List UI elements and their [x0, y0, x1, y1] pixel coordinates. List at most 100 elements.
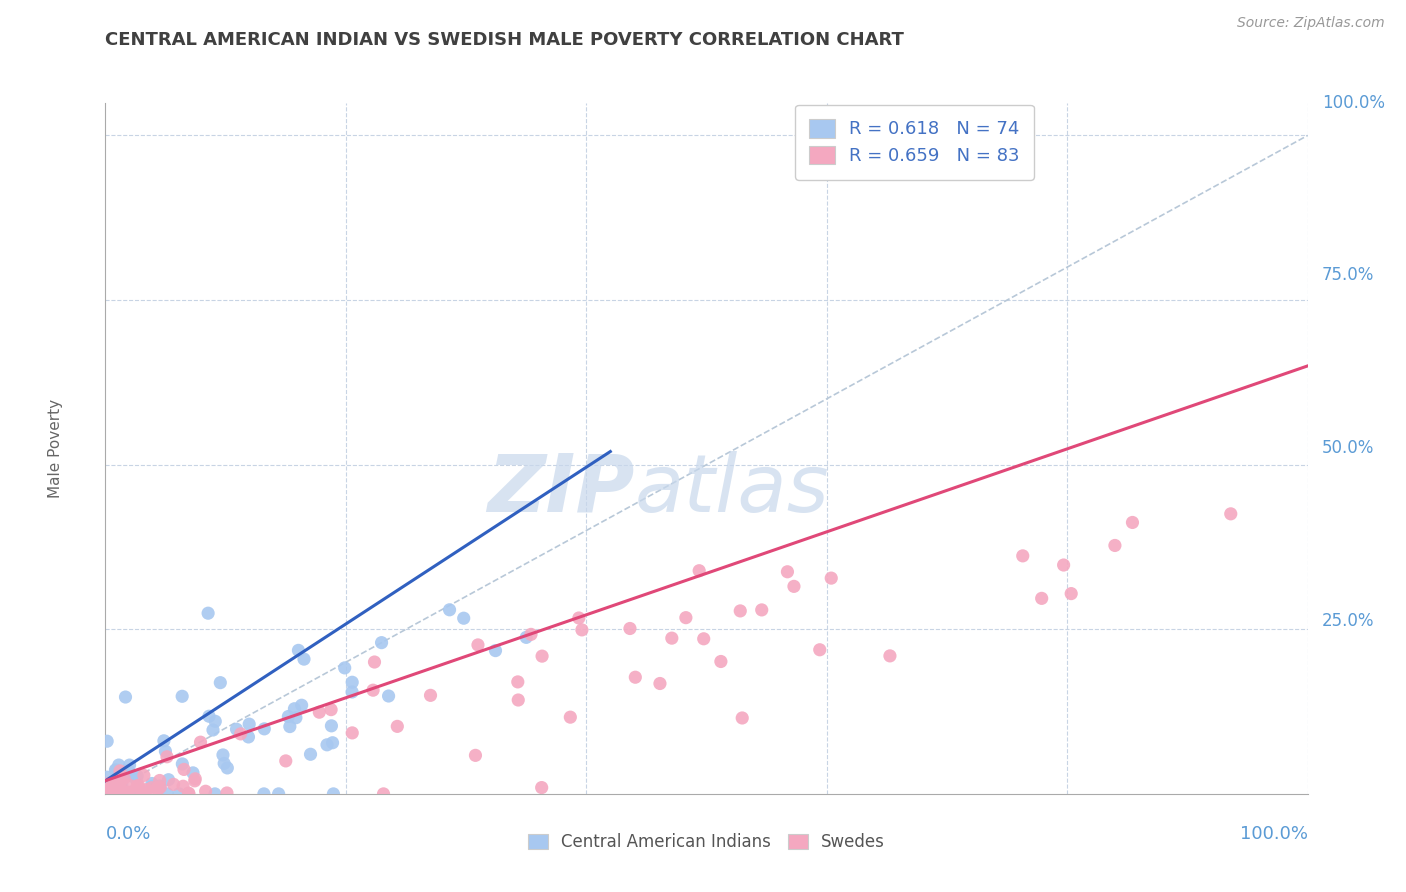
Point [287, 643, 309, 657]
Point [172, 690, 194, 704]
Point [215, 786, 238, 800]
Point [693, 632, 716, 646]
Point [117, 785, 139, 799]
Point [515, 631, 537, 645]
Point [253, 722, 276, 736]
Point [127, 784, 149, 798]
Point [128, 779, 150, 793]
Point [322, 787, 344, 801]
Point [531, 649, 554, 664]
Point [291, 698, 314, 713]
Point [560, 710, 582, 724]
Point [96, 780, 118, 794]
Point [172, 779, 194, 793]
Point [198, 709, 221, 723]
Text: 25.0%: 25.0% [1322, 612, 1375, 630]
Text: ZIP: ZIP [486, 450, 634, 529]
Point [131, 785, 153, 799]
Point [277, 709, 299, 723]
Point [484, 643, 506, 657]
Point [96, 734, 118, 748]
Point [96, 770, 118, 784]
Point [439, 603, 461, 617]
Point [135, 782, 157, 797]
Point [104, 781, 127, 796]
Point [229, 727, 252, 741]
Point [776, 565, 799, 579]
Point [728, 604, 751, 618]
Point [212, 756, 235, 771]
Point [108, 778, 131, 792]
Point [101, 777, 124, 791]
Point [731, 711, 754, 725]
Point [104, 763, 127, 777]
Point [97, 786, 120, 800]
Point [132, 768, 155, 782]
Point [153, 733, 176, 747]
Point [105, 764, 128, 778]
Point [114, 767, 136, 781]
Point [217, 761, 239, 775]
Text: atlas: atlas [634, 450, 830, 529]
Point [308, 705, 330, 719]
Point [121, 785, 143, 799]
Point [619, 622, 641, 636]
Point [127, 779, 149, 793]
Point [1011, 549, 1033, 563]
Point [100, 781, 122, 796]
Point [322, 736, 344, 750]
Point [212, 747, 235, 762]
Text: Source: ZipAtlas.com: Source: ZipAtlas.com [1237, 16, 1385, 30]
Point [194, 784, 217, 798]
Text: 50.0%: 50.0% [1322, 439, 1375, 458]
Point [751, 603, 773, 617]
Point [114, 690, 136, 704]
Point [103, 783, 125, 797]
Text: 0.0%: 0.0% [105, 825, 150, 843]
Point [361, 683, 384, 698]
Point [141, 780, 163, 794]
Point [190, 735, 212, 749]
Point [278, 720, 301, 734]
Point [162, 777, 184, 791]
Point [253, 787, 276, 801]
Point [1219, 507, 1241, 521]
Point [184, 772, 207, 786]
Point [688, 564, 710, 578]
Point [104, 775, 127, 789]
Point [124, 787, 146, 801]
Point [117, 764, 139, 778]
Point [101, 776, 124, 790]
Point [1104, 539, 1126, 553]
Point [508, 693, 530, 707]
Point [571, 623, 593, 637]
Point [530, 780, 553, 795]
Point [100, 780, 122, 794]
Point [98, 785, 121, 799]
Point [112, 771, 135, 785]
Text: 75.0%: 75.0% [1322, 267, 1375, 285]
Point [120, 785, 142, 799]
Point [105, 778, 128, 792]
Point [197, 606, 219, 620]
Point [661, 631, 683, 645]
Point [96, 786, 118, 800]
Point [648, 676, 671, 690]
Point [156, 787, 179, 801]
Point [783, 579, 806, 593]
Point [146, 782, 169, 797]
Point [299, 747, 322, 762]
Point [100, 787, 122, 801]
Point [115, 787, 138, 801]
Point [209, 675, 232, 690]
Point [204, 787, 226, 801]
Point [172, 756, 194, 771]
Point [319, 703, 342, 717]
Point [363, 655, 385, 669]
Point [157, 772, 180, 787]
Point [107, 778, 129, 792]
Point [225, 723, 247, 737]
Point [675, 610, 697, 624]
Point [340, 685, 363, 699]
Point [464, 748, 486, 763]
